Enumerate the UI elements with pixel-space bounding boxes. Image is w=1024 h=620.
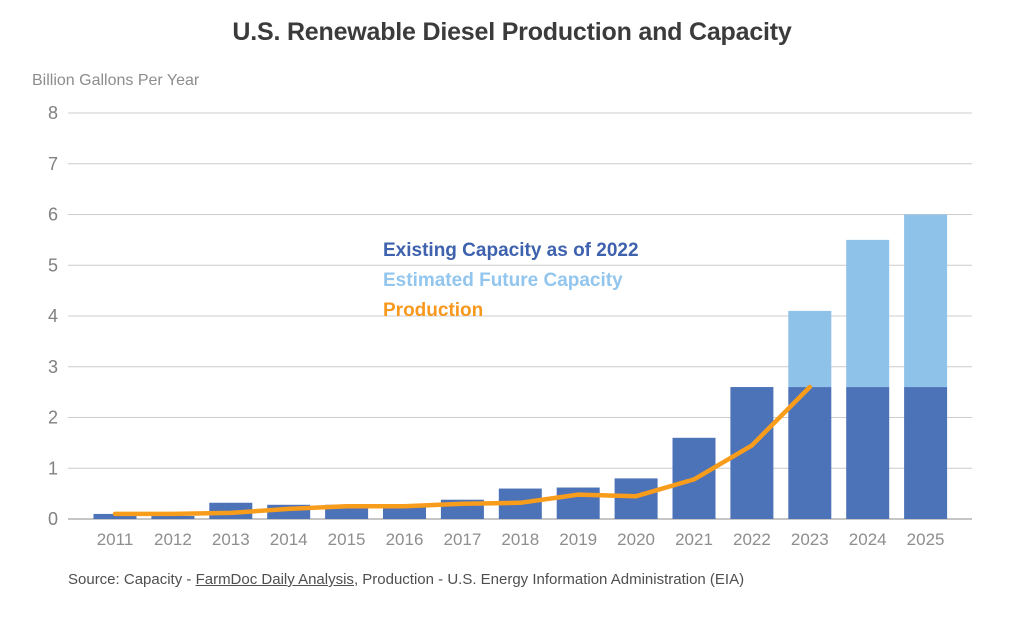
y-tick-label-6: 6	[48, 205, 58, 225]
x-tick-label-2023: 2023	[791, 530, 829, 549]
x-tick-label-2019: 2019	[559, 530, 597, 549]
bar-existing-capacity-2024	[846, 387, 890, 519]
y-tick-label-3: 3	[48, 357, 58, 377]
source-link-farmdoc[interactable]: FarmDoc Daily Analysis	[195, 571, 354, 588]
source-prefix-text: Source: Capacity -	[68, 571, 196, 588]
source-attribution: Source: Capacity - FarmDoc Daily Analysi…	[68, 571, 744, 588]
legend-label-existing-capacity: Existing Capacity as of 2022	[383, 240, 639, 261]
bar-future-capacity-2025	[904, 214, 948, 388]
x-tick-label-2017: 2017	[443, 530, 481, 549]
x-tick-label-2011: 2011	[97, 530, 134, 549]
x-tick-label-2022: 2022	[733, 530, 771, 549]
y-tick-label-4: 4	[48, 306, 58, 326]
x-tick-label-2025: 2025	[907, 530, 945, 549]
bar-existing-capacity-2025	[904, 387, 948, 519]
bar-future-capacity-2024	[846, 239, 890, 388]
legend-item-existing-capacity: Existing Capacity as of 2022	[383, 236, 639, 266]
legend-item-future-capacity: Estimated Future Capacity	[383, 266, 639, 296]
bar-existing-capacity-2020	[614, 478, 658, 519]
x-tick-label-2015: 2015	[328, 530, 366, 549]
chart-title: U.S. Renewable Diesel Production and Cap…	[232, 18, 792, 46]
bar-future-capacity-2023	[788, 310, 832, 388]
bar-existing-capacity-2019	[556, 487, 600, 519]
x-tick-label-2014: 2014	[270, 530, 308, 549]
y-axis-unit-label: Billion Gallons Per Year	[32, 72, 200, 89]
y-tick-label-1: 1	[48, 458, 58, 478]
y-tick-label-5: 5	[48, 255, 58, 275]
x-tick-label-2012: 2012	[154, 530, 192, 549]
legend-label-future-capacity: Estimated Future Capacity	[383, 270, 623, 291]
y-tick-label-8: 8	[48, 103, 58, 123]
y-tick-label-0: 0	[48, 509, 58, 529]
x-tick-label-2018: 2018	[501, 530, 539, 549]
y-tick-label-7: 7	[48, 154, 58, 174]
x-tick-label-2016: 2016	[386, 530, 424, 549]
bar-existing-capacity-2012	[151, 515, 195, 519]
chart-legend: Existing Capacity as of 2022 Estimated F…	[383, 236, 639, 326]
x-tick-label-2021: 2021	[675, 530, 713, 549]
source-suffix-text: , Production - U.S. Energy Information A…	[353, 571, 745, 588]
x-tick-label-2013: 2013	[212, 530, 250, 549]
production-line	[112, 384, 813, 517]
y-tick-label-2: 2	[48, 408, 58, 428]
bar-existing-capacity-2011	[93, 513, 137, 519]
bar-existing-capacity-2023	[788, 387, 832, 519]
x-tick-label-2024: 2024	[849, 530, 887, 549]
legend-label-production: Production	[383, 300, 484, 321]
legend-item-production: Production	[383, 296, 639, 326]
x-tick-label-2020: 2020	[617, 530, 655, 549]
